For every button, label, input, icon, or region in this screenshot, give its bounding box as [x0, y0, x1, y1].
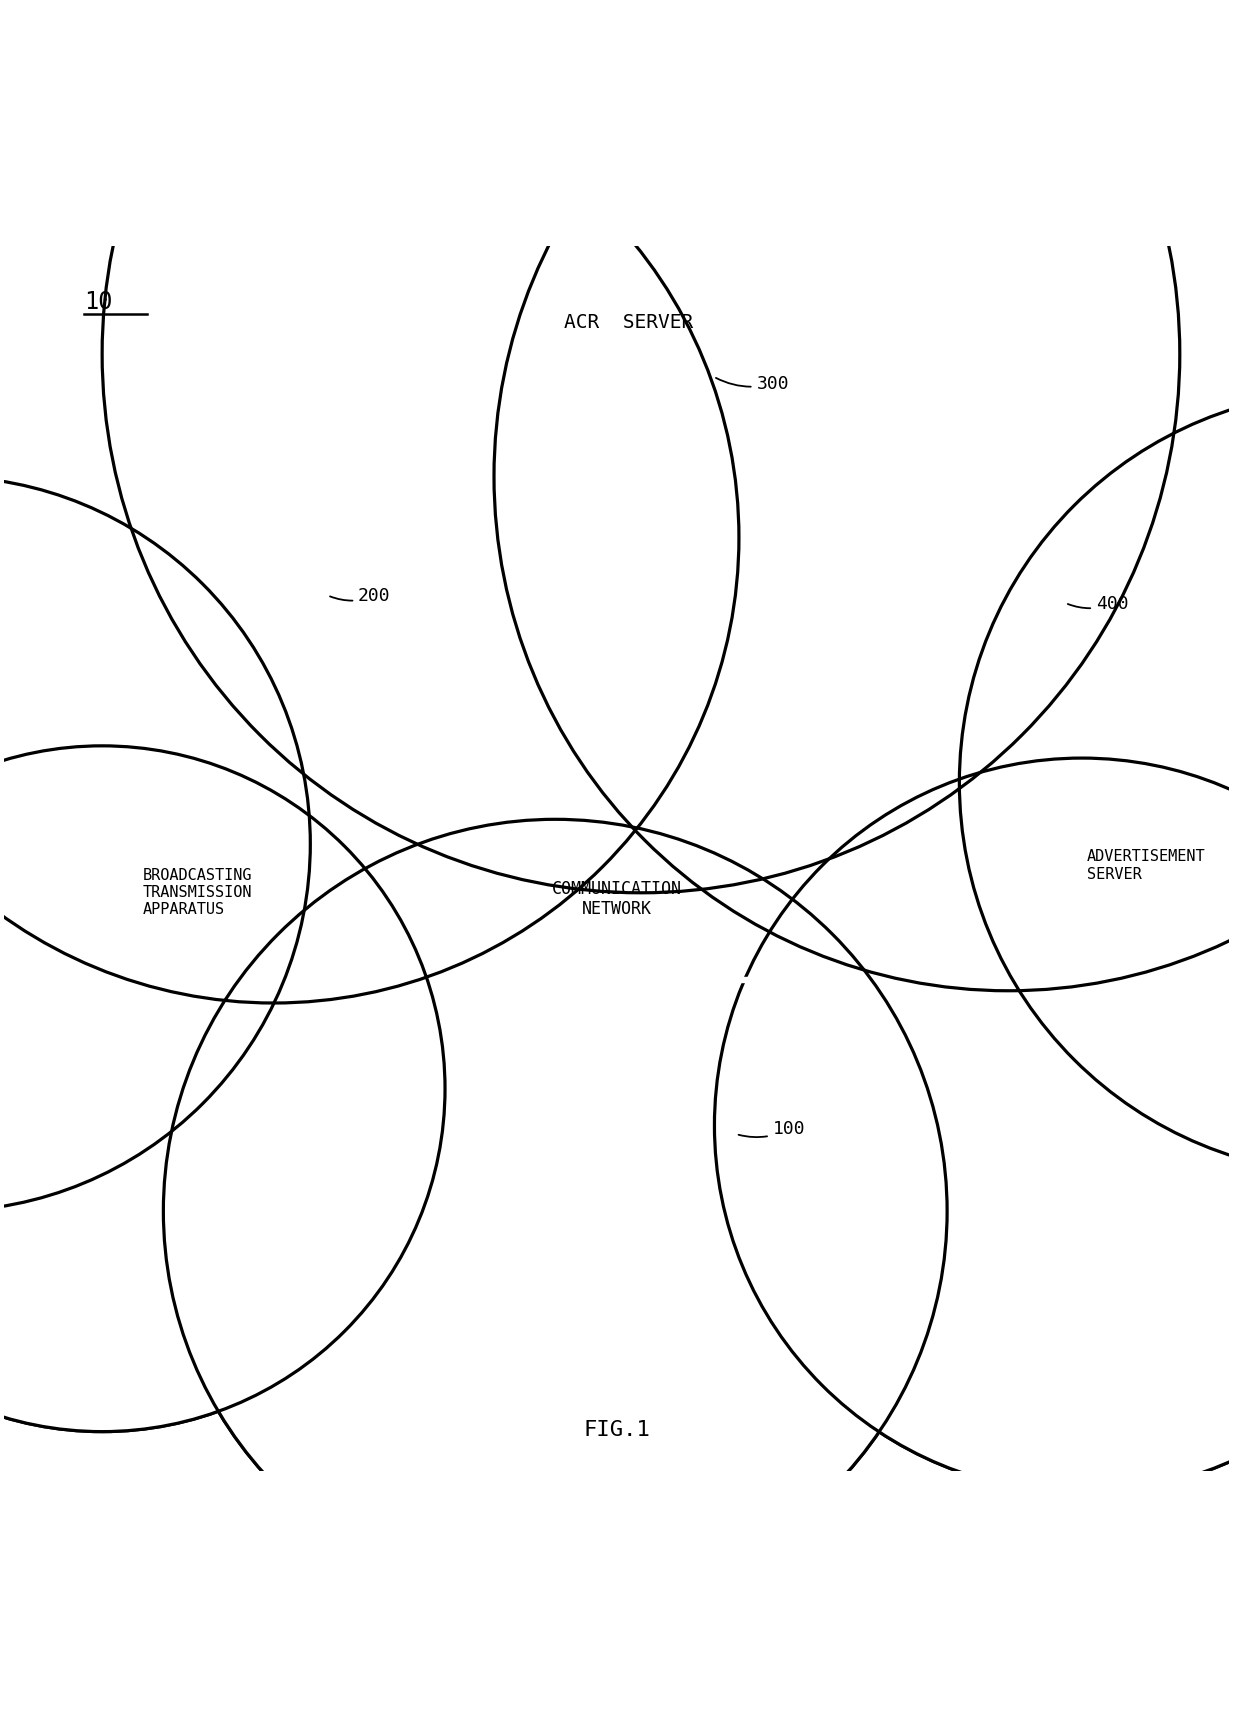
- Circle shape: [102, 0, 1179, 893]
- Circle shape: [102, 0, 1179, 893]
- Polygon shape: [516, 409, 645, 671]
- Text: BROADCASTING
TRANSMISSION
APPARATUS: BROADCASTING TRANSMISSION APPARATUS: [143, 867, 253, 917]
- Polygon shape: [593, 1247, 640, 1264]
- Circle shape: [0, 72, 739, 1003]
- Circle shape: [714, 759, 1240, 1492]
- Text: ACR  SERVER: ACR SERVER: [564, 312, 693, 331]
- Circle shape: [164, 819, 947, 1604]
- Text: 10: 10: [84, 290, 113, 314]
- Polygon shape: [963, 654, 1004, 800]
- Polygon shape: [520, 434, 587, 646]
- Circle shape: [960, 391, 1240, 1174]
- Polygon shape: [159, 646, 217, 826]
- Polygon shape: [903, 651, 959, 822]
- Text: 100: 100: [739, 1119, 805, 1138]
- Text: COMMUNICATION
NETWORK: COMMUNICATION NETWORK: [552, 879, 682, 919]
- Circle shape: [494, 0, 1240, 991]
- Polygon shape: [645, 350, 717, 671]
- Polygon shape: [1008, 582, 1068, 843]
- Circle shape: [0, 745, 445, 1432]
- Text: FIG.1: FIG.1: [583, 1420, 650, 1441]
- Circle shape: [960, 391, 1240, 1174]
- Polygon shape: [516, 350, 717, 409]
- Circle shape: [494, 0, 1240, 991]
- Polygon shape: [222, 651, 264, 804]
- Text: 300: 300: [715, 374, 789, 393]
- Polygon shape: [899, 628, 1008, 843]
- Text: 400: 400: [1068, 596, 1128, 613]
- Circle shape: [0, 476, 310, 1210]
- Polygon shape: [899, 582, 1068, 628]
- Polygon shape: [155, 573, 331, 623]
- Bar: [505, 1071, 729, 1209]
- Circle shape: [0, 745, 445, 1432]
- Circle shape: [0, 72, 739, 1003]
- Bar: [497, 1063, 735, 1217]
- Text: ADVERTISEMENT
SERVER: ADVERTISEMENT SERVER: [1086, 850, 1205, 883]
- Polygon shape: [0, 0, 1240, 1605]
- Circle shape: [714, 759, 1240, 1492]
- Circle shape: [164, 819, 947, 1604]
- Polygon shape: [268, 573, 331, 850]
- Polygon shape: [155, 623, 268, 850]
- Polygon shape: [591, 440, 641, 620]
- Circle shape: [0, 476, 310, 1210]
- Text: 200: 200: [330, 587, 391, 606]
